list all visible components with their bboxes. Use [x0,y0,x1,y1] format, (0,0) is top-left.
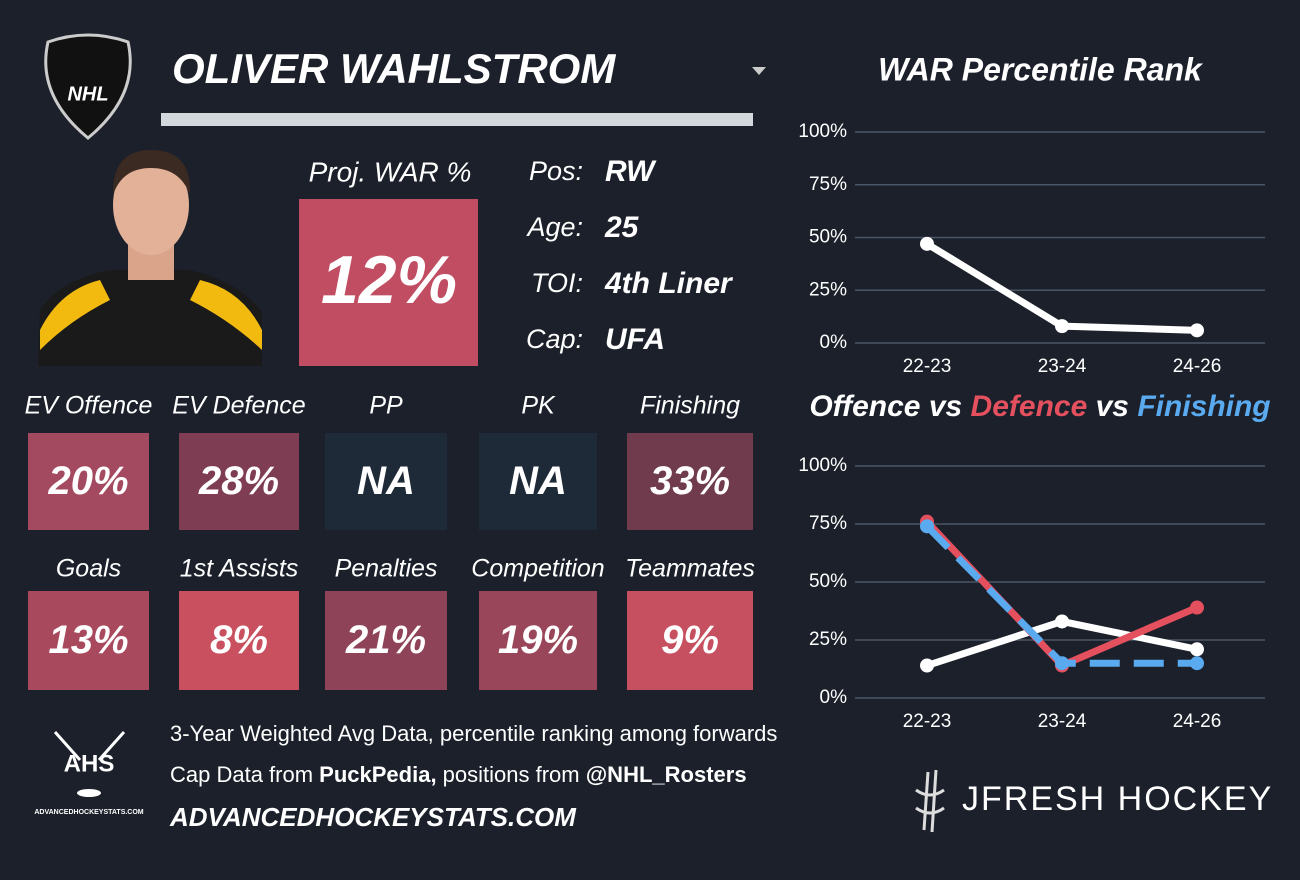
tile-label: Competition [471,555,604,583]
tile-value: 13% [48,618,128,662]
player-name: OLIVER WAHLSTROM [172,45,616,92]
data-point [1055,656,1069,671]
tile [28,433,149,530]
tile [627,591,753,690]
credit-source: PuckPedia, [319,762,436,787]
info-value: 25 [604,211,640,244]
info-label: Cap: [526,324,583,354]
nhl-logo [44,33,132,140]
info-value: 4th Liner [604,267,734,300]
ahs-logo-caption: ADVANCEDHOCKEYSTATS.COM [34,809,143,816]
y-tick-label: 100% [798,455,847,476]
data-point [1190,656,1204,671]
tile-value: 28% [198,459,279,503]
data-point [1055,319,1069,334]
info-label: Pos: [529,156,583,186]
tile [28,591,149,690]
nhl-logo-text: NHL [67,83,108,105]
tile [627,433,753,530]
y-tick-label: 0% [820,332,848,353]
info-label: Age: [525,212,583,242]
data-point [920,236,934,251]
title-joiner: vs [921,390,971,423]
x-tick-label: 22-23 [903,356,952,377]
data-point [1055,614,1069,629]
y-tick-label: 75% [809,174,847,195]
projection-tile [299,199,478,366]
tile [179,591,299,690]
tile-label: PP [369,392,403,420]
title-series-name: Offence [809,390,920,423]
data-point [1190,323,1204,338]
x-tick-label: 24-26 [1173,711,1222,732]
y-tick-label: 0% [820,687,848,708]
jfresh-brand: JFRESH HOCKEY [962,780,1273,818]
line-chart: 0% 25% 50% 75% 100% 22-23 23-24 24-26 [798,121,1265,377]
footer-site: ADVANCEDHOCKEYSTATS.COM [169,802,577,832]
projection-label: Proj. WAR % [309,156,472,187]
y-tick-label: 50% [809,571,847,592]
data-point [920,519,934,534]
ahs-logo [53,731,126,797]
tile-value: NA [509,459,567,503]
x-tick-label: 23-24 [1038,356,1087,377]
footer-note: 3-Year Weighted Avg Data, percentile ran… [170,721,777,746]
x-tick-label: 24-26 [1173,356,1222,377]
tile [479,591,597,690]
jfresh-logo [915,769,945,833]
tile [325,433,447,530]
info-value: RW [605,155,657,188]
name-underline [161,113,753,126]
tile-label: Finishing [640,392,740,420]
tile-label: EV Offence [25,392,153,420]
ahs-logo-text: AHS [64,750,115,777]
chart-title: Offence vs Defence vs Finishing [809,390,1270,423]
y-tick-label: 100% [798,121,847,142]
tile-value: 21% [345,618,426,662]
x-tick-label: 23-24 [1038,711,1087,732]
credit-text: positions from [437,762,586,787]
y-tick-label: 50% [809,227,847,248]
credit-text: Cap Data from [170,762,319,787]
tile-value: NA [357,459,415,503]
tile-value: 9% [661,618,719,662]
title-series-name: Defence [971,390,1088,423]
tile [479,433,597,530]
tile-label: PK [521,392,556,420]
chart-title: WAR Percentile Rank [878,51,1204,87]
tile [179,433,299,530]
tile [325,591,447,690]
x-tick-label: 22-23 [903,711,952,732]
tile-value: 8% [210,618,268,662]
tile-value: 20% [47,459,128,503]
data-point [1190,600,1204,615]
credit-source: @NHL_Rosters [586,762,747,787]
data-point [1190,642,1204,657]
tile-value: 33% [650,459,730,503]
line-chart: 0% 25% 50% 75% 100% 22-23 23-24 24-26 [798,455,1265,732]
tile-label: Teammates [625,555,755,583]
info-label: TOI: [531,268,583,298]
tile-label: EV Defence [172,392,305,420]
data-point [920,658,934,673]
y-tick-label: 25% [809,279,847,300]
y-tick-label: 75% [809,513,847,534]
tile-label: 1st Assists [180,555,299,583]
title-joiner: vs [1087,390,1137,423]
player-photo [38,150,262,366]
tile-value: 19% [498,618,578,662]
projection-value: 12% [321,242,457,318]
tile-label: Penalties [335,555,438,583]
title-series-name: Finishing [1137,390,1270,423]
footer-credits: Cap Data from PuckPedia, positions from … [170,762,747,787]
tile-label: Goals [56,555,121,583]
y-tick-label: 25% [809,629,847,650]
info-value: UFA [605,323,665,356]
dropdown-arrow[interactable] [752,67,766,75]
